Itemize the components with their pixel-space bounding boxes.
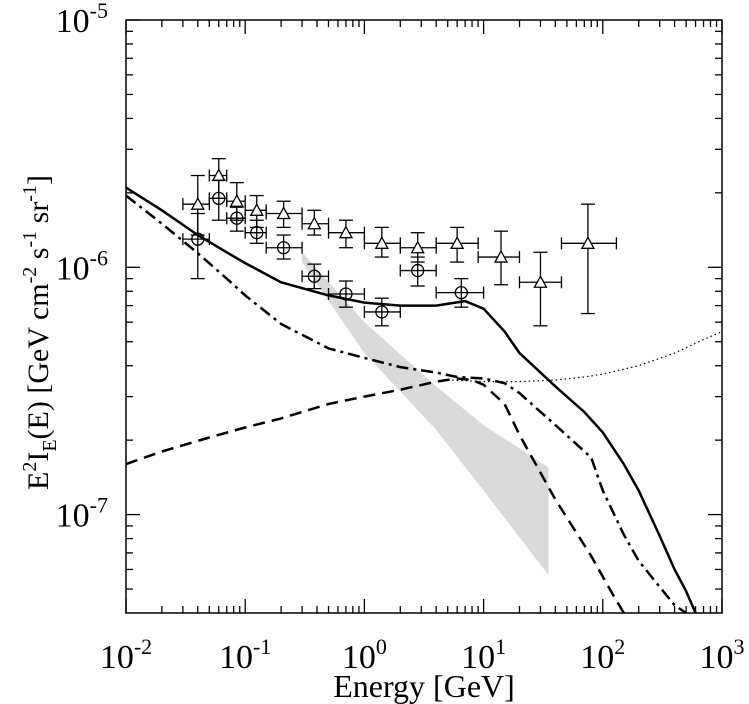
y-axis-label-part: -1	[19, 185, 41, 202]
triangle-point	[265, 200, 303, 229]
y-axis-label-part: ]	[22, 175, 55, 185]
circle-point	[363, 297, 401, 327]
circle-marker	[276, 241, 291, 255]
y-axis-label-part: -1	[19, 231, 41, 248]
x-tick-base: 10	[461, 639, 495, 676]
circle-marker	[230, 211, 244, 225]
x-tick-exponent: 3	[734, 634, 745, 659]
triangle-marker	[190, 196, 205, 210]
y-tick-base: 10	[56, 498, 90, 535]
x-tick-exponent: 1	[495, 634, 506, 659]
triangle-marker	[410, 240, 425, 254]
circle-marker	[307, 269, 321, 283]
triangle-point	[435, 226, 479, 263]
x-tick-exponent: 0	[376, 634, 387, 659]
y-tick-label: 10-5	[56, 0, 108, 40]
x-tick-base: 10	[342, 639, 376, 676]
x-axis-label: Energy [GeV]	[333, 668, 515, 704]
curves-group	[126, 186, 722, 613]
x-tick-base: 10	[580, 639, 614, 676]
triangle-marker	[580, 235, 596, 249]
y-tick-exponent: -5	[90, 0, 108, 23]
y-tick-base: 10	[56, 3, 90, 40]
circle-marker	[250, 226, 264, 240]
triangle-point	[399, 232, 437, 263]
plot-frame	[125, 19, 723, 614]
y-tick-exponent: -6	[90, 245, 108, 270]
circle-marker	[339, 287, 353, 301]
triangle-marker	[533, 274, 548, 288]
y-axis-label-part: E	[39, 439, 61, 451]
y-axis-label-part: s	[22, 248, 55, 267]
x-tick-exponent: -2	[134, 634, 152, 659]
circle-point	[327, 280, 366, 308]
y-axis-label-part: (E) [GeV cm	[22, 283, 55, 439]
y-axis-label-part: 2	[19, 462, 41, 472]
y-axis-label-part: I	[22, 452, 55, 462]
triangle-marker	[374, 235, 389, 249]
triangle-point	[301, 209, 330, 236]
circle-point	[265, 234, 303, 260]
triangle-point	[518, 251, 563, 327]
circle-point	[208, 179, 228, 221]
triangle-marker	[493, 249, 509, 263]
x-tick-exponent: 2	[614, 634, 625, 659]
triangle-point	[327, 219, 366, 249]
circle-marker	[212, 191, 226, 206]
circle-marker	[411, 263, 425, 278]
x-tick-label: 10-1	[219, 634, 271, 676]
triangle-marker	[307, 216, 322, 230]
series-dotted	[447, 330, 722, 383]
x-tick-label: 102	[580, 634, 625, 676]
circle-point	[226, 206, 246, 232]
triangle-marker	[276, 206, 291, 220]
tick-marks	[125, 19, 723, 613]
y-tick-label: 10-7	[56, 493, 108, 535]
circle-point	[244, 219, 267, 244]
x-tick-base: 10	[100, 639, 134, 676]
series-solid	[126, 186, 697, 613]
y-tick-label: 10-6	[56, 245, 108, 287]
x-tick-base: 10	[219, 639, 253, 676]
y-tick-exponent: -7	[90, 493, 108, 518]
series-dash-dot	[126, 194, 687, 613]
y-tick-base: 10	[56, 250, 90, 287]
circle-point	[182, 212, 210, 280]
x-tick-exponent: -1	[253, 634, 271, 659]
y-axis-label-part: sr	[22, 202, 55, 231]
series-dashed	[126, 377, 625, 613]
gray-band	[302, 252, 549, 576]
y-axis-label-part: -2	[19, 267, 41, 284]
circle-marker	[191, 232, 205, 246]
y-axis-label-part: E	[22, 472, 55, 490]
triangle-point	[363, 226, 401, 258]
x-tick-label: 101	[461, 634, 506, 676]
x-tick-label: 10-2	[100, 634, 152, 676]
circle-point	[301, 263, 330, 290]
triangle-point	[226, 181, 246, 221]
y-axis-label: E2IE(E) [GeV cm-2 s-1 sr-1]	[19, 175, 61, 490]
triangle-point	[560, 203, 618, 315]
triangle-marker	[229, 193, 244, 207]
triangle-point	[244, 194, 267, 229]
triangle-marker	[249, 202, 264, 216]
x-tick-label: 100	[342, 634, 387, 676]
circle-marker	[375, 305, 389, 319]
triangle-point	[477, 230, 521, 286]
triangle-marker	[338, 225, 354, 239]
x-tick-base: 10	[700, 639, 734, 676]
circle-point	[399, 256, 437, 287]
x-tick-label: 103	[700, 634, 745, 676]
circle-marker	[454, 285, 468, 300]
triangle-marker	[450, 235, 465, 249]
circle-point	[435, 277, 485, 308]
